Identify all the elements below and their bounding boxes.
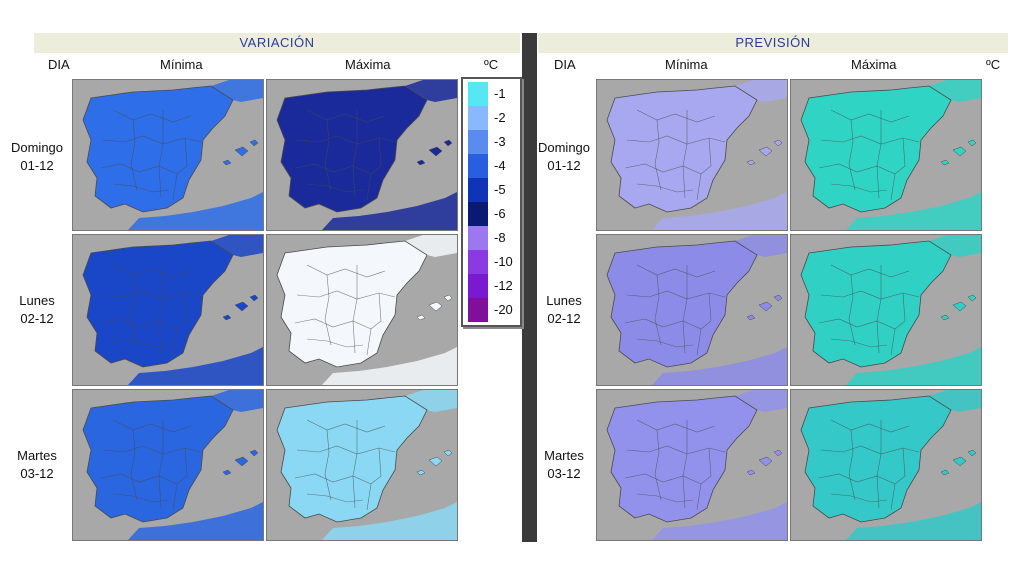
day-date: 02-12: [20, 311, 54, 326]
prev-col-min: Mínima: [665, 57, 708, 72]
day-name: Domingo: [10, 140, 64, 155]
legend-item: -5: [468, 178, 523, 202]
legend-label: -5: [494, 182, 506, 197]
legend-swatch: [468, 298, 488, 322]
var-col-dia: DIA: [48, 57, 70, 72]
prev-row-label-0: Domingo 01-12: [532, 139, 596, 175]
map-prev-max-1: [790, 234, 982, 386]
prev-row-label-1: Lunes 02-12: [532, 292, 596, 328]
legend-swatch: [468, 82, 488, 106]
map-var-max-1: [266, 234, 458, 386]
var-row-label-0: Domingo 01-12: [5, 139, 69, 175]
map-var-max-0: [266, 79, 458, 231]
prev-row-label-2: Martes 03-12: [532, 447, 596, 483]
legend-swatch: [468, 274, 488, 298]
legend-item: -4: [468, 154, 523, 178]
legend-label: -10: [494, 254, 513, 269]
legend-swatch: [468, 178, 488, 202]
legend-label: -6: [494, 206, 506, 221]
legend-item: -2: [468, 106, 523, 130]
prev-col-unit: ºC: [986, 57, 1001, 72]
map-var-min-0: [72, 79, 264, 231]
map-prev-min-2: [596, 389, 788, 541]
prev-col-max: Máxima: [851, 57, 897, 72]
legend-swatch: [468, 226, 488, 250]
day-date: 03-12: [20, 466, 54, 481]
legend-item: -10: [468, 250, 523, 274]
day-name: Martes: [544, 448, 584, 463]
map-var-min-2: [72, 389, 264, 541]
legend-item: -12: [468, 274, 523, 298]
var-row-label-2: Martes 03-12: [5, 447, 69, 483]
day-name: Lunes: [19, 293, 55, 308]
legend-swatch: [468, 106, 488, 130]
legend-swatch: [468, 250, 488, 274]
map-prev-max-0: [790, 79, 982, 231]
legend-item: -6: [468, 202, 523, 226]
legend-item: -20: [468, 298, 523, 322]
legend-item: -1: [468, 82, 523, 106]
var-row-label-1: Lunes 02-12: [5, 292, 69, 328]
variacion-title: VARIACIÓN: [34, 33, 520, 53]
legend-label: -3: [494, 134, 506, 149]
map-prev-min-0: [596, 79, 788, 231]
var-col-max: Máxima: [345, 57, 391, 72]
map-var-min-1: [72, 234, 264, 386]
legend-item: -3: [468, 130, 523, 154]
section-divider: [522, 33, 537, 542]
legend-label: -1: [494, 86, 506, 101]
day-date: 02-12: [547, 311, 581, 326]
legend-label: -4: [494, 158, 506, 173]
day-name: Lunes: [546, 293, 582, 308]
map-prev-min-1: [596, 234, 788, 386]
var-col-min: Mínima: [160, 57, 203, 72]
day-date: 03-12: [547, 466, 581, 481]
color-legend: -1 -2 -3 -4 -5 -6 -8 -10 -12 -20: [461, 77, 522, 327]
legend-label: -12: [494, 278, 513, 293]
var-col-unit: ºC: [484, 57, 499, 72]
legend-label: -2: [494, 110, 506, 125]
day-date: 01-12: [547, 158, 581, 173]
prev-col-dia: DIA: [554, 57, 576, 72]
day-name: Martes: [17, 448, 57, 463]
day-date: 01-12: [20, 158, 54, 173]
legend-item: -8: [468, 226, 523, 250]
legend-label: -20: [494, 302, 513, 317]
map-prev-max-2: [790, 389, 982, 541]
day-name: Domingo: [537, 140, 591, 155]
legend-swatch: [468, 202, 488, 226]
prevision-title: PREVISIÓN: [538, 33, 1008, 53]
map-var-max-2: [266, 389, 458, 541]
legend-swatch: [468, 130, 488, 154]
legend-swatch: [468, 154, 488, 178]
legend-label: -8: [494, 230, 506, 245]
